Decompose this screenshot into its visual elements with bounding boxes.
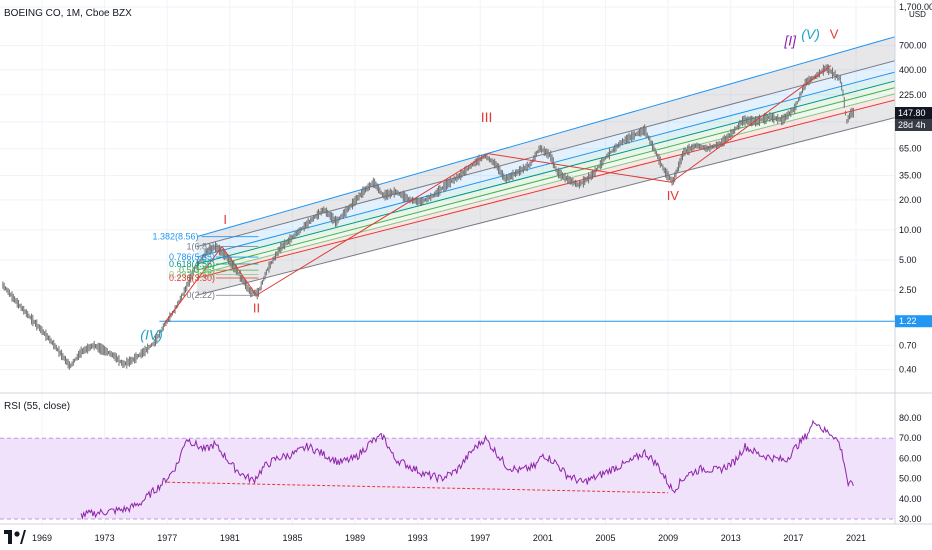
gridlines [0,0,895,524]
time-tick-1993: 1993 [408,533,428,543]
fib-label-7: 0(2.22) [186,290,215,300]
price-tick-35.00: 35.00 [899,171,922,181]
channel-group [196,36,895,296]
time-tick-2021: 2021 [846,533,866,543]
rsi-tick-70.00: 70.00 [899,433,922,443]
symbol-title: BOEING CO, 1M, Cboe BZX [4,8,132,19]
channel-band-4 [196,87,895,275]
fib-label-3: 0.618(4.56) [169,259,215,269]
candles-group [2,64,854,370]
price-tag-text: 147.80 [898,108,926,118]
fib-label-2: 0.786(5.35) [169,252,215,262]
time-tick-2001: 2001 [533,533,553,543]
price-tick-400.00: 400.00 [899,65,927,75]
price-tick-10.00: 10.00 [899,225,922,235]
fib-label-4: 0.5(3.96) [179,265,215,275]
channel-band-1 [196,60,895,258]
channel-0786 [196,71,895,258]
fib-label-6: 0.236(3.30) [169,273,215,283]
level-tag-bg [895,315,932,328]
time-tick-2009: 2009 [658,533,678,543]
rsi-band [0,438,895,519]
channel-band-5 [196,93,895,279]
price-tag-bg [895,107,932,120]
price-tick-0.40: 0.40 [899,365,917,375]
wave-label-5: [I] [783,33,797,49]
rsi-title: RSI (55, close) [4,401,71,412]
wave-path-0 [163,65,832,325]
channel-band-6 [196,100,895,296]
countdown-tag-bg [895,119,932,132]
time-tick-1989: 1989 [345,533,365,543]
price-tick-0.70: 0.70 [899,340,917,350]
channel-05 [196,87,895,271]
wave-label-1: I [223,212,227,227]
channel-band-2 [196,72,895,264]
wave-label-6: (V) [801,26,820,42]
wave-label-4: IV [667,188,680,203]
channel-0382 [196,93,895,275]
channel-1 [196,60,895,248]
rsi-tick-80.00: 80.00 [899,413,922,423]
time-tick-2017: 2017 [783,533,803,543]
rsi-tick-60.00: 60.00 [899,453,922,463]
wave-label-0: (IV) [140,327,163,343]
price-tick-5.00: 5.00 [899,255,917,265]
channel-0236 [196,99,895,279]
wave-label-7: V [830,27,839,42]
time-tick-1981: 1981 [220,533,240,543]
fib-label-5: 0.382(3.58) [169,270,215,280]
rsi-tick-40.00: 40.00 [899,494,922,504]
time-tick-2013: 2013 [721,533,741,543]
price-tick-20.00: 20.00 [899,195,922,205]
price-tick-1,700.00: 1,700.00 [899,2,932,12]
rsi-tick-30.00: 30.00 [899,514,922,524]
time-tick-1985: 1985 [282,533,302,543]
countdown-tag-text: 28d 4h [898,120,926,130]
price-axis-bg [895,0,932,524]
rsi-tick-50.00: 50.00 [899,474,922,484]
time-tick-1997: 1997 [470,533,490,543]
rsi-trendline [167,481,669,494]
price-tick-65.00: 65.00 [899,144,922,154]
time-tick-1969: 1969 [32,533,52,543]
channel-band-3 [196,80,895,271]
time-tick-1977: 1977 [157,533,177,543]
price-tick-700.00: 700.00 [899,41,927,51]
level-tag-text: 1.22 [899,316,917,326]
channel-band-0 [196,36,895,247]
price-tick-2.50: 2.50 [899,285,917,295]
fib-label-1: 1(6.81) [186,242,215,252]
channel-top [196,36,895,238]
wave-label-3: III [481,109,493,125]
time-tick-2005: 2005 [596,533,616,543]
wave-label-2: II [253,300,260,315]
tradingview-logo-icon [4,530,26,547]
rsi-line [80,419,854,520]
fib-label-0: 1.382(8.56) [152,232,198,242]
price-unit-label: USD [909,10,926,19]
channel-0 [196,117,895,296]
price-tick-225.00: 225.00 [899,90,927,100]
time-tick-1973: 1973 [95,533,115,543]
